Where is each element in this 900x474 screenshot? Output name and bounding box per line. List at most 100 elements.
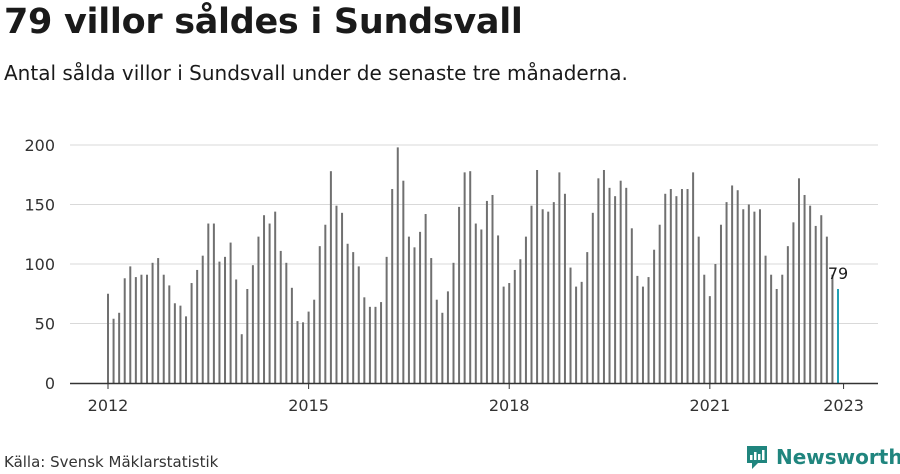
bar: [474, 223, 477, 383]
bar: [352, 252, 355, 383]
bar: [770, 274, 773, 383]
brand-name: Newsworthy: [776, 445, 900, 469]
y-tick-label: 200: [24, 136, 55, 155]
bar: [157, 258, 160, 383]
y-tick-label: 150: [24, 196, 55, 215]
bar: [413, 247, 416, 383]
bar: [123, 278, 126, 383]
bar: [146, 274, 149, 383]
bar: [686, 189, 689, 383]
bar: [569, 267, 572, 383]
bar: [658, 224, 661, 383]
bar: [502, 286, 505, 383]
bar: [814, 225, 817, 383]
bar: [374, 306, 377, 383]
bar: [240, 334, 243, 383]
bar: [558, 172, 561, 383]
bar: [742, 209, 745, 383]
bar: [708, 296, 711, 383]
bar: [363, 297, 366, 383]
bar: [563, 193, 566, 383]
bar: [809, 205, 812, 383]
bar: [469, 171, 472, 383]
brand[interactable]: Newsworthy: [745, 444, 900, 470]
bar: [508, 283, 511, 383]
x-tick-label: 2015: [288, 396, 329, 415]
bar: [257, 236, 260, 383]
bar: [820, 215, 823, 383]
bar: [112, 318, 115, 383]
bar: [541, 209, 544, 383]
axes: 2012 2015 2018 2021 2023: [70, 382, 878, 415]
bar: [268, 223, 271, 383]
bar: [318, 246, 321, 383]
bar: [714, 264, 717, 383]
bar: [251, 265, 254, 383]
bar: [329, 171, 332, 383]
bar: [246, 288, 249, 383]
bar: [519, 259, 522, 383]
bar: [831, 274, 834, 383]
bar: [190, 283, 193, 383]
bar: [168, 285, 171, 383]
bar: [224, 256, 227, 383]
bar: [285, 262, 288, 383]
bar: [803, 194, 806, 383]
bar: [736, 190, 739, 383]
bar: [513, 269, 516, 383]
y-tick-label: 100: [24, 255, 55, 274]
bar: [530, 205, 533, 383]
bar: [575, 286, 578, 383]
bar: [536, 169, 539, 383]
bar: [162, 274, 165, 383]
bar: [608, 187, 611, 383]
y-tick-label: 50: [35, 315, 55, 334]
bar: [630, 228, 633, 383]
x-tick-label: 2012: [88, 396, 129, 415]
bar: [335, 205, 338, 383]
bar: [385, 256, 388, 383]
x-tick-label: 2018: [489, 396, 530, 415]
bar: [430, 258, 433, 383]
bar: [614, 196, 617, 383]
bar: [602, 169, 605, 383]
bar: [703, 274, 706, 383]
bar: [134, 277, 137, 383]
bar: [825, 236, 828, 383]
bar: [480, 229, 483, 383]
bar: [692, 172, 695, 383]
bar: [497, 235, 500, 383]
bar: [680, 189, 683, 383]
bar: [307, 311, 310, 383]
bars: [107, 147, 839, 383]
bar: [647, 277, 650, 383]
bar: [753, 211, 756, 383]
bar: [179, 305, 182, 383]
bar-highlight: [837, 288, 839, 383]
bar: [781, 274, 784, 383]
bar: [669, 189, 672, 383]
highlight-label: 79: [828, 264, 848, 283]
bar: [396, 147, 399, 383]
newsworthy-logo-icon: [747, 446, 767, 469]
bar: [675, 196, 678, 383]
bar: [274, 211, 277, 383]
bar: [775, 288, 778, 383]
bar: [764, 255, 767, 383]
bar: [357, 266, 360, 383]
bar: [458, 206, 461, 383]
bar: [591, 212, 594, 383]
bar: [446, 291, 449, 383]
x-tick-label: 2023: [823, 396, 864, 415]
bar: [313, 299, 316, 383]
bar: [218, 261, 221, 383]
bar: [140, 274, 143, 383]
bar: [402, 180, 405, 383]
bar: [196, 269, 199, 383]
bar: [619, 180, 622, 383]
chart-title: 79 villor såldes i Sundsvall: [4, 2, 523, 42]
bar: [107, 293, 109, 383]
bar: [641, 286, 644, 383]
bar: [786, 246, 789, 383]
